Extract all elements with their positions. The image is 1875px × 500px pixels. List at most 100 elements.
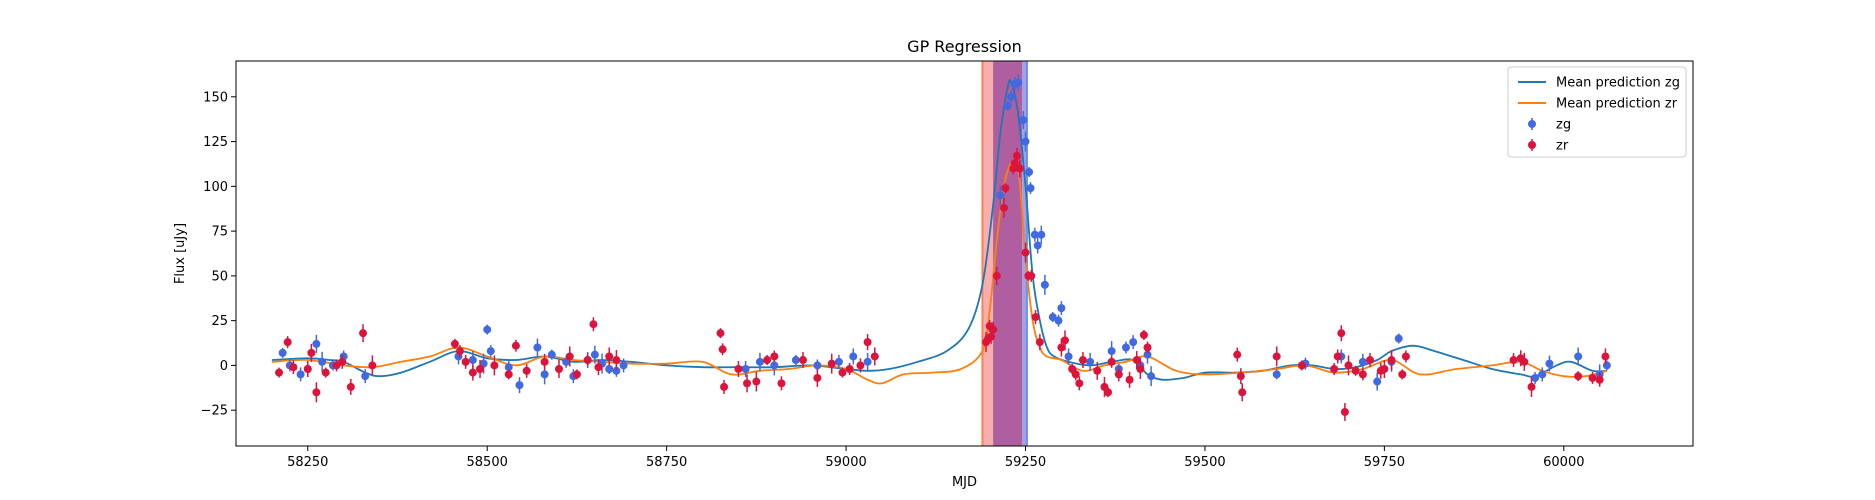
data-point-zr-marker bbox=[716, 329, 725, 338]
data-point-zr-marker bbox=[1601, 352, 1610, 361]
data-point-zg bbox=[590, 345, 599, 364]
data-point-zr-marker bbox=[1595, 375, 1604, 384]
data-point-zr bbox=[1272, 346, 1281, 367]
data-point-zr-marker bbox=[1233, 350, 1242, 359]
data-point-zr bbox=[1380, 360, 1389, 378]
x-tick-label: 58250 bbox=[287, 455, 328, 470]
data-point-zr bbox=[589, 317, 598, 332]
data-point-zr bbox=[554, 360, 563, 378]
mean-prediction-zg-line bbox=[271, 79, 1607, 381]
data-point-zr-marker bbox=[1401, 352, 1410, 361]
shaded-region-overlap bbox=[993, 61, 1022, 446]
data-point-zg bbox=[1373, 372, 1382, 391]
data-point-zr bbox=[1132, 351, 1141, 370]
data-point-zr bbox=[1297, 360, 1306, 371]
data-point-zr bbox=[359, 324, 368, 343]
x-tick-label: 59750 bbox=[1364, 455, 1405, 470]
data-point-zg bbox=[312, 334, 321, 353]
data-point-zr-marker bbox=[572, 370, 581, 379]
data-point-zr bbox=[838, 367, 847, 378]
data-point-zr bbox=[1125, 371, 1134, 388]
data-point-zr bbox=[720, 379, 729, 394]
data-point-zr-marker bbox=[1078, 356, 1087, 365]
data-point-zr bbox=[312, 382, 321, 403]
data-point-zr-marker bbox=[511, 341, 520, 350]
data-point-zr bbox=[989, 321, 998, 338]
data-point-zg-marker bbox=[1373, 377, 1382, 386]
data-point-zr bbox=[763, 355, 772, 366]
data-point-zg-marker bbox=[1394, 334, 1403, 343]
data-point-zr bbox=[734, 361, 743, 377]
data-point-zr bbox=[1330, 363, 1339, 375]
data-point-zg-marker bbox=[1531, 373, 1540, 382]
data-point-zr-marker bbox=[1236, 372, 1245, 381]
data-point-zr-marker bbox=[799, 356, 808, 365]
data-point-zr-marker bbox=[338, 357, 347, 366]
legend-label-mean-zg: Mean prediction zg bbox=[1556, 76, 1680, 91]
data-point-zr-marker bbox=[321, 368, 330, 377]
data-point-zr bbox=[565, 346, 574, 367]
data-point-zr bbox=[1143, 341, 1152, 354]
data-point-zr bbox=[1527, 376, 1536, 397]
data-point-zg-marker bbox=[755, 357, 764, 366]
legend-marker-zg-marker bbox=[1528, 120, 1536, 128]
data-point-zr bbox=[1509, 353, 1518, 368]
data-point-zr-marker bbox=[468, 368, 477, 377]
data-point-zg bbox=[486, 345, 495, 358]
data-point-zr bbox=[1340, 402, 1349, 421]
data-point-zr-marker bbox=[1021, 248, 1030, 257]
data-point-zg-marker bbox=[468, 356, 477, 365]
data-point-zr bbox=[1104, 387, 1113, 398]
data-point-zr-marker bbox=[1114, 370, 1123, 379]
data-point-zg bbox=[1037, 225, 1046, 244]
legend-marker-zg bbox=[1528, 118, 1536, 130]
data-point-zr-marker bbox=[612, 356, 621, 365]
data-point-zg-marker bbox=[1143, 350, 1152, 359]
data-point-zr bbox=[1078, 352, 1087, 369]
data-point-zr bbox=[275, 367, 284, 378]
data-point-zr bbox=[845, 363, 854, 375]
x-tick-label: 58750 bbox=[646, 455, 687, 470]
data-point-zr-marker bbox=[1387, 356, 1396, 365]
data-point-zg bbox=[1358, 353, 1367, 370]
x-tick-label: 58500 bbox=[467, 455, 508, 470]
data-point-zr bbox=[1358, 368, 1367, 381]
data-point-zr-marker bbox=[1012, 151, 1021, 160]
data-point-zg bbox=[996, 185, 1005, 206]
data-point-zr-marker bbox=[1574, 372, 1583, 381]
data-point-zg-marker bbox=[547, 350, 556, 359]
data-point-zr bbox=[455, 345, 464, 358]
data-point-zg bbox=[1048, 312, 1057, 323]
data-point-zg-marker bbox=[1121, 343, 1130, 352]
data-point-zg bbox=[1014, 74, 1023, 91]
data-point-zg bbox=[278, 347, 287, 358]
data-point-zg bbox=[296, 367, 305, 382]
data-point-zr bbox=[743, 374, 752, 393]
y-tick-label: 150 bbox=[203, 90, 228, 105]
data-point-zr bbox=[511, 339, 520, 352]
data-point-zg-marker bbox=[1019, 116, 1028, 125]
x-axis-label: MJD bbox=[952, 475, 977, 490]
data-point-zg-marker bbox=[1030, 230, 1039, 239]
data-point-zr-marker bbox=[752, 377, 761, 386]
data-point-zg-marker bbox=[486, 347, 495, 356]
chart-title: GP Regression bbox=[907, 37, 1022, 56]
data-point-zg bbox=[1040, 274, 1049, 295]
legend: Mean prediction zg Mean prediction zr zg… bbox=[1507, 66, 1687, 158]
data-point-zr bbox=[368, 355, 377, 376]
data-point-zr-marker bbox=[1297, 361, 1306, 370]
data-point-zr bbox=[307, 343, 316, 362]
data-point-zr-marker bbox=[289, 363, 298, 372]
legend-label-zg: zg bbox=[1556, 118, 1571, 133]
data-point-zr bbox=[1398, 369, 1407, 380]
data-point-zr-marker bbox=[718, 345, 727, 354]
data-point-zg-marker bbox=[1048, 313, 1057, 322]
data-point-zr-marker bbox=[1337, 329, 1346, 338]
data-point-zg-marker bbox=[590, 350, 599, 359]
data-point-zr-marker bbox=[1139, 330, 1148, 339]
data-point-zr-marker bbox=[461, 357, 470, 366]
data-point-zg bbox=[1538, 367, 1547, 382]
data-point-zg-marker bbox=[791, 356, 800, 365]
data-point-zr bbox=[1574, 371, 1583, 382]
data-point-zr bbox=[1075, 376, 1084, 391]
